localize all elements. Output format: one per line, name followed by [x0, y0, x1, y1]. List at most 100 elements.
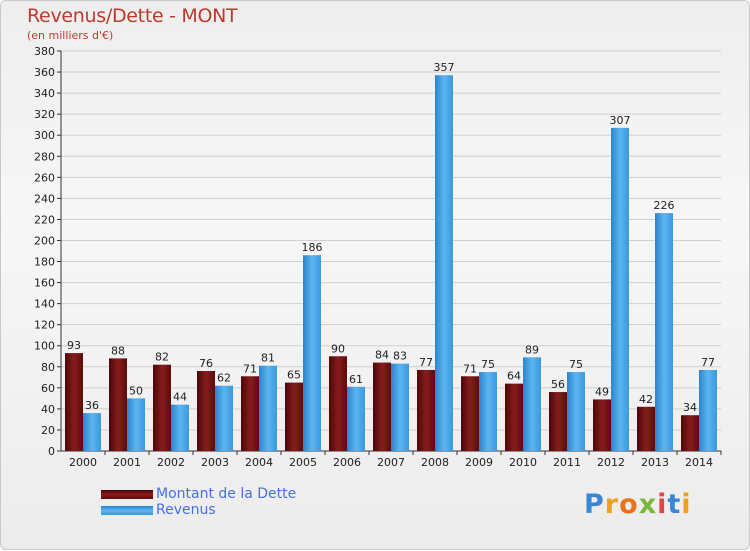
legend-swatch-revenue — [101, 506, 153, 515]
logo-letter: i — [657, 489, 668, 520]
y-tick-label: 280 — [34, 150, 55, 163]
y-tick-label: 180 — [34, 256, 55, 269]
data-label-revenue: 89 — [525, 343, 539, 356]
y-tick-label: 0 — [48, 445, 55, 458]
bar-debt — [153, 364, 171, 451]
x-tick-label: 2007 — [377, 456, 405, 469]
bar-debt — [505, 383, 523, 451]
bar-debt — [549, 392, 567, 451]
y-tick-label: 260 — [34, 171, 55, 184]
x-tick-label: 2005 — [289, 456, 317, 469]
x-tick-label: 2013 — [641, 456, 669, 469]
bar-debt — [681, 415, 699, 451]
x-tick-label: 2010 — [509, 456, 537, 469]
legend-label-debt: Montant de la Dette — [156, 486, 297, 502]
bar-revenue — [611, 127, 629, 451]
y-tick-label: 340 — [34, 87, 55, 100]
data-label-revenue: 357 — [434, 61, 455, 74]
x-tick-label: 2004 — [245, 456, 273, 469]
chart-title: Revenus/Dette - MONT — [27, 5, 238, 27]
logo-letter: i — [681, 489, 692, 520]
chart-subtitle: (en milliers d'€) — [27, 29, 114, 42]
data-label-debt: 84 — [375, 349, 389, 362]
bar-debt — [285, 382, 303, 451]
bar-revenue — [479, 372, 497, 451]
x-tick-label: 2000 — [69, 456, 97, 469]
data-label-debt: 42 — [639, 393, 653, 406]
data-label-revenue: 75 — [481, 358, 495, 371]
data-label-revenue: 307 — [610, 114, 631, 127]
y-tick-label: 300 — [34, 129, 55, 142]
bar-debt — [197, 371, 215, 451]
data-label-revenue: 81 — [261, 352, 275, 365]
data-label-debt: 90 — [331, 342, 345, 355]
y-tick-label: 20 — [41, 424, 55, 437]
y-tick-label: 360 — [34, 66, 55, 79]
logo-letter: o — [619, 489, 639, 520]
data-label-debt: 64 — [507, 370, 521, 383]
bar-revenue — [391, 363, 409, 451]
data-label-debt: 49 — [595, 385, 609, 398]
bar-debt — [109, 358, 127, 451]
proxiti-logo: Proxiti — [584, 489, 692, 520]
y-tick-label: 80 — [41, 361, 55, 374]
bar-revenue — [127, 398, 145, 451]
bar-debt — [373, 362, 391, 451]
bar-debt — [461, 376, 479, 451]
x-tick-label: 2006 — [333, 456, 361, 469]
y-tick-label: 220 — [34, 213, 55, 226]
y-tick-label: 200 — [34, 234, 55, 247]
bar-revenue — [171, 404, 189, 451]
bar-revenue — [567, 372, 585, 451]
data-label-revenue: 44 — [173, 391, 187, 404]
bar-debt — [329, 356, 347, 451]
data-label-debt: 71 — [243, 362, 257, 375]
data-label-debt: 76 — [199, 357, 213, 370]
data-label-revenue: 226 — [654, 199, 675, 212]
logo-letter: t — [667, 489, 682, 520]
y-tick-label: 320 — [34, 108, 55, 121]
logo-letter: P — [584, 489, 605, 520]
data-label-debt: 34 — [683, 401, 697, 414]
data-label-revenue: 62 — [217, 372, 231, 385]
y-tick-label: 100 — [34, 340, 55, 353]
data-label-debt: 71 — [463, 362, 477, 375]
legend-swatch-debt — [101, 490, 153, 499]
legend-label-revenue: Revenus — [156, 502, 216, 518]
x-tick-label: 2001 — [113, 456, 141, 469]
bar-revenue — [259, 365, 277, 451]
bar-revenue — [699, 369, 717, 451]
data-label-revenue: 75 — [569, 358, 583, 371]
data-label-debt: 93 — [67, 339, 81, 352]
bar-debt — [241, 376, 259, 451]
x-tick-label: 2003 — [201, 456, 229, 469]
x-tick-label: 2008 — [421, 456, 449, 469]
data-label-revenue: 50 — [129, 384, 143, 397]
x-tick-label: 2012 — [597, 456, 625, 469]
bar-revenue — [435, 75, 453, 452]
data-label-revenue: 186 — [302, 241, 323, 254]
bar-debt — [637, 406, 655, 451]
bar-revenue — [303, 255, 321, 451]
bar-revenue — [523, 357, 541, 451]
x-tick-label: 2011 — [553, 456, 581, 469]
data-label-debt: 88 — [111, 344, 125, 357]
y-tick-label: 120 — [34, 319, 55, 332]
data-label-revenue: 83 — [393, 350, 407, 363]
data-label-debt: 56 — [551, 378, 565, 391]
bar-revenue — [215, 385, 233, 451]
data-label-debt: 77 — [419, 356, 433, 369]
data-label-debt: 65 — [287, 369, 301, 382]
bar-revenue — [655, 213, 673, 451]
x-tick-label: 2014 — [685, 456, 713, 469]
bar-revenue — [83, 413, 101, 451]
logo-letter: x — [638, 489, 658, 520]
data-label-revenue: 77 — [701, 356, 715, 369]
x-tick-label: 2009 — [465, 456, 493, 469]
y-tick-label: 140 — [34, 298, 55, 311]
y-tick-label: 240 — [34, 192, 55, 205]
x-tick-label: 2002 — [157, 456, 185, 469]
y-tick-label: 40 — [41, 403, 55, 416]
